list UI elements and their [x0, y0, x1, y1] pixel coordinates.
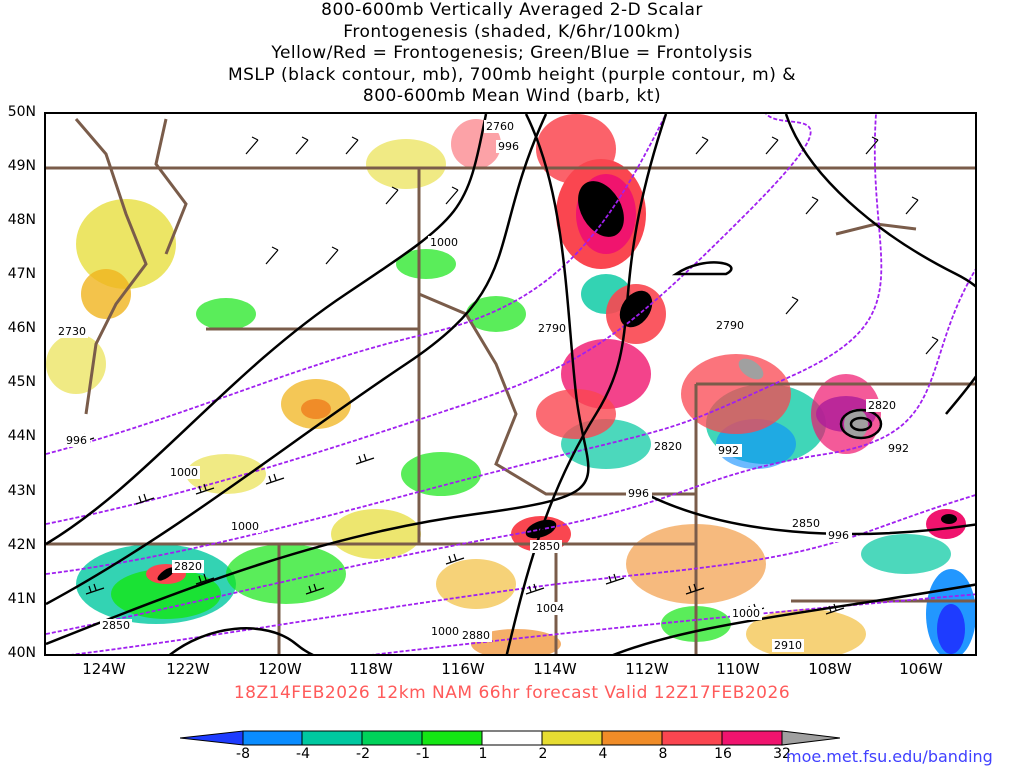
- height-label-2910: 2910: [774, 639, 802, 652]
- height-label-2790b: 2790: [716, 319, 744, 332]
- colorbar-segment-6: [481, 730, 543, 746]
- lon-label-112w: 112W: [625, 660, 669, 678]
- colorbar-segment-4: [361, 730, 423, 746]
- height-label-2820c: 2820: [174, 560, 202, 573]
- lon-label-106w: 106W: [899, 660, 943, 678]
- colorbar-segment-12: [781, 730, 840, 746]
- colorbar-tick-neg2: -2: [356, 746, 370, 762]
- mslp-contours: [46, 114, 975, 654]
- map-canvas: 2760 996 1000 2730 2790 2790 996 1000 28…: [46, 114, 975, 654]
- lon-label-108w: 108W: [808, 660, 852, 678]
- title-line-3: Yellow/Red = Frontogenesis; Green/Blue =…: [271, 43, 753, 63]
- colorbar-segment-7: [541, 730, 603, 746]
- title-line-1: 800-600mb Vertically Averaged 2-D Scalar: [321, 0, 703, 20]
- mslp-label-1000c: 1004: [536, 602, 564, 615]
- lon-label-114w: 114W: [533, 660, 577, 678]
- height-label-2850: 2850: [792, 517, 820, 530]
- colorbar: [180, 730, 840, 746]
- height-label-2790: 2790: [538, 322, 566, 335]
- colorbar-tick-32: 32: [773, 746, 791, 762]
- mslp-label-996: 996: [498, 140, 519, 153]
- colorbar-tick-16: 16: [714, 746, 732, 762]
- colorbar-segment-10: [721, 730, 783, 746]
- mslp-label-996d: 996: [828, 529, 849, 542]
- mslp-label-1000b: 1000: [170, 466, 198, 479]
- source-credit-link[interactable]: moe.met.fsu.edu/banding: [786, 747, 993, 766]
- colorbar-tick-neg8: -8: [236, 746, 250, 762]
- mslp-label-1004b: 1000: [431, 625, 459, 638]
- lat-label-44n: 44N: [7, 428, 36, 444]
- mslp-label-1004: 1000: [231, 520, 259, 533]
- mslp-label-992: 992: [718, 444, 739, 457]
- mslp-label-992b: 992: [888, 442, 909, 455]
- lat-label-47n: 47N: [7, 266, 36, 282]
- lon-label-122w: 122W: [166, 660, 210, 678]
- height-contours: [46, 114, 975, 654]
- colorbar-segment-5: [421, 730, 483, 746]
- lon-label-120w: 120W: [258, 660, 302, 678]
- wind-barbs: [75, 136, 939, 615]
- map-panel: 2760 996 1000 2730 2790 2790 996 1000 28…: [44, 112, 977, 656]
- colorbar-segment-1: [180, 730, 244, 746]
- lon-label-118w: 118W: [349, 660, 393, 678]
- height-label-2730: 2730: [58, 325, 86, 338]
- lat-label-45n: 45N: [7, 374, 36, 390]
- lat-label-43n: 43N: [7, 483, 36, 499]
- lat-label-50n: 50N: [7, 104, 36, 120]
- lat-label-48n: 48N: [7, 212, 36, 228]
- colorbar-tick-1: 1: [478, 746, 488, 762]
- mslp-label-1000d: 1000: [732, 607, 760, 620]
- colorbar-segment-3: [301, 730, 363, 746]
- colorbar-tick-neg1: -1: [416, 746, 430, 762]
- lon-label-124w: 124W: [82, 660, 126, 678]
- lat-label-42n: 42N: [7, 537, 36, 553]
- colorbar-tick-2: 2: [538, 746, 548, 762]
- colorbar-tick-8: 8: [658, 746, 668, 762]
- mslp-label-1000: 1000: [430, 236, 458, 249]
- height-label-2760: 2760: [486, 120, 514, 133]
- height-label-2820: 2820: [654, 440, 682, 453]
- forecast-valid-line: 18Z14FEB2026 12km NAM 66hr forecast Vali…: [233, 683, 791, 703]
- height-label-2850b: 2850: [532, 540, 560, 553]
- lon-label-116w: 116W: [441, 660, 485, 678]
- height-label-2850c: 2850: [102, 619, 130, 632]
- colorbar-tick-neg4: -4: [296, 746, 310, 762]
- mslp-label-996b: 996: [66, 434, 87, 447]
- mslp-label-996c: 996: [628, 487, 649, 500]
- colorbar-segment-9: [661, 730, 723, 746]
- contour-labels: 2760 996 1000 2730 2790 2790 996 1000 28…: [56, 120, 912, 652]
- colorbar-segment-2: [242, 730, 303, 746]
- title-line-2: Frontogenesis (shaded, K/6hr/100km): [343, 21, 681, 42]
- height-label-2820b: 2820: [868, 399, 896, 412]
- title-line-5: 800-600mb Mean Wind (barb, kt): [362, 86, 662, 106]
- lon-label-110w: 110W: [716, 660, 760, 678]
- lat-label-46n: 46N: [7, 320, 36, 336]
- lat-label-41n: 41N: [7, 591, 36, 607]
- colorbar-tick-4: 4: [598, 746, 608, 762]
- title-line-4: MSLP (black contour, mb), 700mb height (…: [227, 64, 797, 85]
- colorbar-segment-8: [601, 730, 663, 746]
- lat-label-49n: 49N: [7, 158, 36, 174]
- map-title: 800-600mb Vertically Averaged 2-D Scalar…: [0, 0, 1024, 108]
- height-label-2880: 2880: [462, 629, 490, 642]
- lat-label-40n: 40N: [7, 645, 36, 661]
